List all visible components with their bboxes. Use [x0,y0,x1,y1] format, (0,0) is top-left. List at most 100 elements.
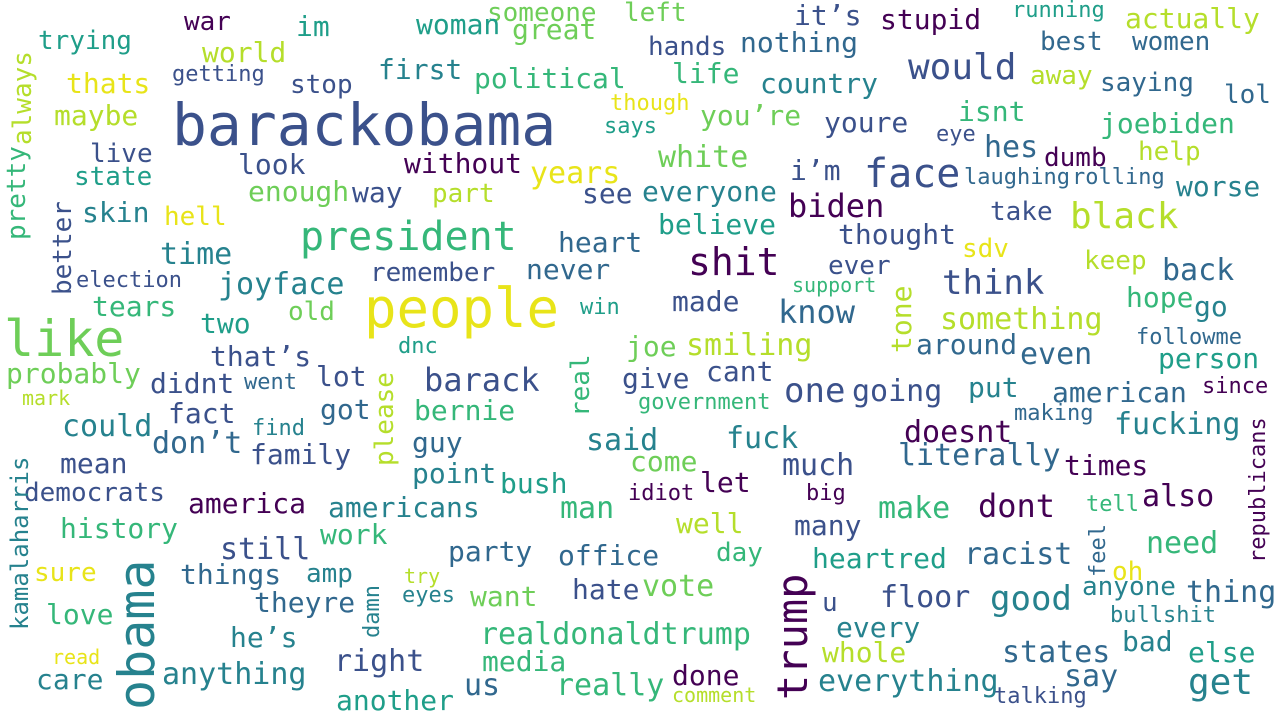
word-everyone: everyone [642,175,777,208]
word-face: face [864,151,961,197]
word-u: u [822,588,838,618]
word-running: running [1012,0,1105,23]
word-stop: stop [290,70,353,100]
word-things: things [180,558,282,591]
word-better: better [48,201,78,295]
word-like: like [4,310,125,368]
word-damn: damn [360,585,385,638]
word-saying: saying [1100,68,1194,98]
word-amp: amp [306,559,353,589]
word-even: even [1020,337,1093,372]
word-around: around [916,328,1018,361]
word-tone: tone [885,285,918,353]
word-joe: joe [626,330,677,363]
word-mean: mean [60,447,128,480]
word-hes: hes [984,130,1039,165]
word-person: person [1158,342,1260,375]
word-hate: hate [572,573,640,606]
word-always: always [8,51,38,145]
word-eye: eye [936,122,976,147]
word-enough: enough [248,175,350,208]
word-he-s: he’s [230,621,298,654]
word-thing: thing [1186,575,1277,610]
word-hands: hands [648,32,727,62]
word-barack: barack [424,361,540,399]
word-eyes: eyes [402,583,455,608]
word-first: first [378,53,463,86]
word-office: office [558,539,660,572]
word-people: people [364,277,560,340]
word-feel: feel [1086,524,1111,577]
word-fuck: fuck [726,421,799,456]
word-didnt: didnt [150,367,235,400]
word-lot: lot [316,360,367,393]
word-everything: everything [818,664,999,699]
word-idiot: idiot [628,481,695,506]
word-say: say [1064,659,1119,694]
word-americans: americans [328,491,480,524]
word-democrats: democrats [24,478,165,508]
word-since: since [1202,374,1269,399]
word-day: day [716,538,763,568]
word-got: got [320,393,371,426]
word-kamalaharris: kamalaharris [6,456,34,630]
word-well: well [676,507,744,540]
word-also: also [1142,479,1215,514]
word-skin: skin [82,196,150,229]
word-left: left [624,0,687,28]
word-guy: guy [412,426,463,459]
word-bush: bush [500,467,568,500]
word-years: years [530,156,621,191]
word-bad: bad [1122,625,1173,658]
word-work: work [320,518,388,551]
word-literally: literally [898,438,1061,473]
word-really: really [556,668,665,703]
word-political: political [474,62,626,95]
word-live: live [90,139,153,169]
word-remember: remember [370,258,496,288]
word-someone: someone [487,0,597,28]
word-let: let [700,466,751,499]
word-biden: biden [788,187,885,225]
word-nothing: nothing [740,26,859,59]
word-know: know [778,293,856,331]
word-try: try [404,564,441,588]
word-says: says [604,114,657,139]
word-without: without [404,147,523,180]
word-sure: sure [34,558,97,588]
word-it-s: it’s [794,0,862,32]
word-states: states [1002,635,1111,670]
word-history: history [60,512,179,545]
word-rolling: rolling [1072,165,1165,190]
word-tell: tell [1086,492,1139,517]
word-maybe: maybe [54,99,139,132]
word-read: read [52,645,101,669]
word-great: great [512,13,597,46]
word-something: something [940,302,1103,337]
word-whole: whole [822,636,907,669]
word-world: world [202,36,287,69]
word-country: country [760,67,879,100]
word-put: put [968,371,1019,404]
word-real: real [566,354,596,417]
word-heartred: heartred [812,542,947,575]
word-fact: fact [168,397,236,430]
word-times: times [1064,449,1149,482]
word-would: would [908,47,1017,88]
word-bullshit: bullshit [1110,603,1216,628]
word-us: us [464,668,501,703]
word-way: way [352,176,403,209]
word-life: life [672,57,740,90]
word-mark: mark [22,386,71,410]
word-please: please [370,372,400,466]
word-done: done [672,659,740,692]
word-president: president [300,214,517,260]
word-two: two [200,307,251,340]
word-barackobama: barackobama [172,91,557,159]
word-back: back [1162,253,1235,288]
word-give: give [622,362,690,395]
word-racist: racist [964,537,1073,572]
word-could: could [62,409,153,444]
word-point: point [412,457,497,490]
word-away: away [1030,61,1093,91]
